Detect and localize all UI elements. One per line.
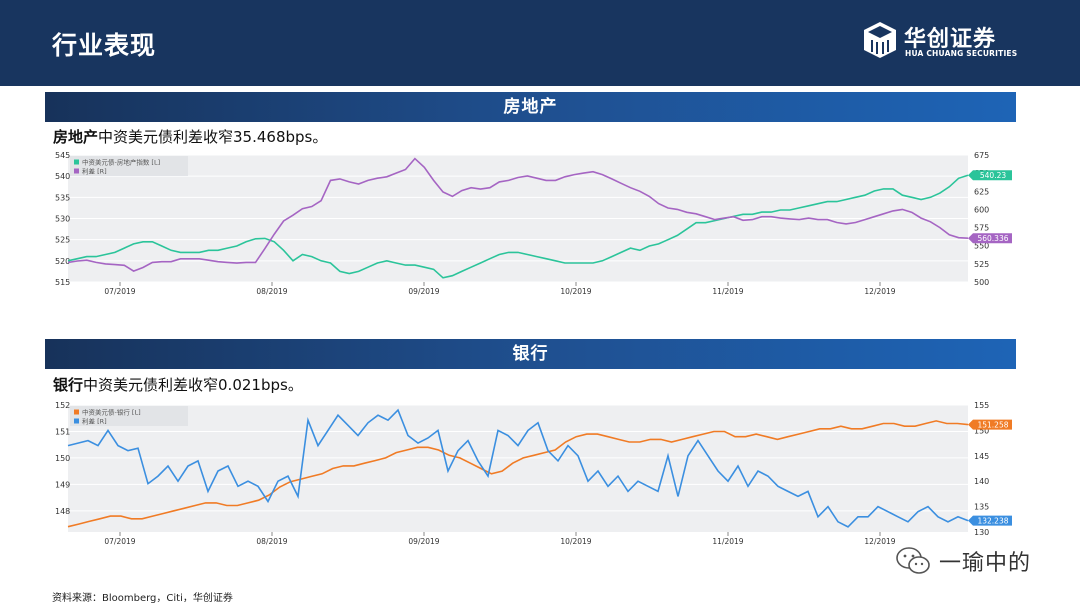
legend-entry: 利差 [R] bbox=[82, 167, 107, 176]
y-right-tick-label: 575 bbox=[974, 224, 989, 233]
x-tick-label: 07/2019 bbox=[104, 287, 135, 296]
x-tick-label: 08/2019 bbox=[256, 537, 287, 546]
y-left-tick-label: 515 bbox=[55, 278, 70, 287]
logo-text-cn: 华创证券 bbox=[904, 27, 997, 52]
y-right-tick-label: 140 bbox=[974, 477, 989, 486]
legend-box bbox=[70, 406, 188, 426]
subtitle-bold: 银行 bbox=[53, 376, 84, 394]
y-left-tick-label: 151 bbox=[55, 427, 70, 436]
y-right-tick-label: 155 bbox=[974, 401, 989, 410]
legend-swatch bbox=[74, 409, 79, 415]
y-right-tick-label: 600 bbox=[974, 205, 989, 214]
page-title: 行业表现 bbox=[52, 31, 157, 60]
x-tick-label: 11/2019 bbox=[712, 537, 743, 546]
section-subtitle: 银行中资美元债利差收窄0.021bps。 bbox=[53, 374, 303, 395]
y-left-tick-label: 149 bbox=[55, 480, 70, 489]
x-tick-label: 12/2019 bbox=[864, 537, 895, 546]
legend-entry: 利差 [R] bbox=[82, 417, 107, 426]
y-right-tick-label: 675 bbox=[974, 151, 989, 160]
header-bar: 行业表现 华创证券 HUA CHUANG SECURITIES bbox=[0, 0, 1080, 86]
y-right-tick-label: 135 bbox=[974, 503, 989, 512]
y-left-tick-label: 525 bbox=[55, 236, 70, 245]
y-right-tick-label: 130 bbox=[974, 528, 989, 537]
legend-swatch bbox=[74, 159, 79, 165]
company-logo: 华创证券 HUA CHUANG SECURITIES bbox=[862, 20, 1022, 62]
subtitle-bold: 房地产 bbox=[53, 128, 99, 146]
section-header-bank: 银行 bbox=[45, 339, 1016, 369]
subtitle-text: 中资美元债利差收窄0.021bps。 bbox=[83, 376, 303, 394]
real-estate-chart: 515 520 525 530 535 540 545 500 525 550 575 600 625 6… bbox=[53, 151, 1015, 301]
section-header-real-estate: 房地产 bbox=[45, 92, 1016, 122]
bank-chart-svg: 148 149 150 151 152 130 135 140 145 150 155 07/2019… bbox=[53, 401, 1015, 551]
last-value-tag bbox=[968, 233, 1012, 244]
series-line-1 bbox=[67, 174, 969, 279]
legend-entry: 中资美元债-房地产指数 [L] bbox=[82, 158, 160, 167]
source-note: 资料来源：Bloomberg，Citi，华创证券 bbox=[52, 593, 233, 604]
last-value-label: 540.23 bbox=[980, 171, 1006, 180]
y-right-tick-label: 500 bbox=[974, 278, 989, 287]
legend-box bbox=[70, 156, 188, 176]
section-title: 房地产 bbox=[503, 97, 558, 117]
series-line-2 bbox=[67, 157, 969, 272]
legend-entry: 中资美元债-银行 [L] bbox=[82, 408, 141, 417]
y-right-tick-label: 150 bbox=[974, 426, 989, 435]
real-estate-chart-svg: 515 520 525 530 535 540 545 500 525 550 575 600 625 6… bbox=[53, 151, 1015, 301]
y-left-tick-label: 545 bbox=[55, 151, 70, 160]
watermark-text: 一瑜中的 bbox=[939, 551, 1032, 576]
legend-swatch bbox=[74, 168, 79, 174]
y-left-tick-label: 540 bbox=[55, 172, 70, 181]
y-right-tick-label: 145 bbox=[974, 452, 989, 461]
last-value-label: 560.336 bbox=[977, 234, 1008, 243]
y-right-tick-label: 625 bbox=[974, 187, 989, 196]
x-tick-label: 09/2019 bbox=[408, 287, 439, 296]
x-tick-label: 11/2019 bbox=[712, 287, 743, 296]
x-tick-label: 10/2019 bbox=[560, 537, 591, 546]
last-value-tag bbox=[968, 515, 1012, 526]
bank-chart: 148 149 150 151 152 130 135 140 145 150 155 07/2019… bbox=[53, 401, 1015, 551]
legend-swatch bbox=[74, 418, 79, 424]
y-left-tick-label: 520 bbox=[55, 257, 70, 266]
x-tick-label: 07/2019 bbox=[104, 537, 135, 546]
section-subtitle: 房地产中资美元债利差收窄35.468bps。 bbox=[53, 126, 327, 147]
x-tick-label: 10/2019 bbox=[560, 287, 591, 296]
y-right-tick-label: 525 bbox=[974, 260, 989, 269]
series-line-1 bbox=[67, 420, 969, 528]
y-left-tick-label: 535 bbox=[55, 193, 70, 202]
y-left-tick-label: 152 bbox=[55, 401, 70, 410]
y-right-tick-label: 550 bbox=[974, 242, 989, 251]
subtitle-text: 中资美元债利差收窄35.468bps。 bbox=[98, 128, 328, 146]
last-value-tag bbox=[968, 419, 1012, 430]
last-value-tag bbox=[968, 170, 1012, 181]
logo-mark-icon bbox=[864, 22, 896, 58]
last-value-label: 132.238 bbox=[977, 517, 1008, 526]
x-tick-label: 09/2019 bbox=[408, 537, 439, 546]
x-tick-label: 12/2019 bbox=[864, 287, 895, 296]
y-left-tick-label: 530 bbox=[55, 215, 70, 224]
y-left-tick-label: 148 bbox=[55, 507, 70, 516]
x-tick-label: 08/2019 bbox=[256, 287, 287, 296]
last-value-label: 151.258 bbox=[977, 421, 1008, 430]
y-left-tick-label: 150 bbox=[55, 454, 70, 463]
logo-text-en: HUA CHUANG SECURITIES bbox=[905, 49, 1018, 58]
section-title: 银行 bbox=[512, 344, 549, 364]
series-line-2 bbox=[67, 408, 969, 528]
wechat-icon bbox=[896, 547, 930, 574]
